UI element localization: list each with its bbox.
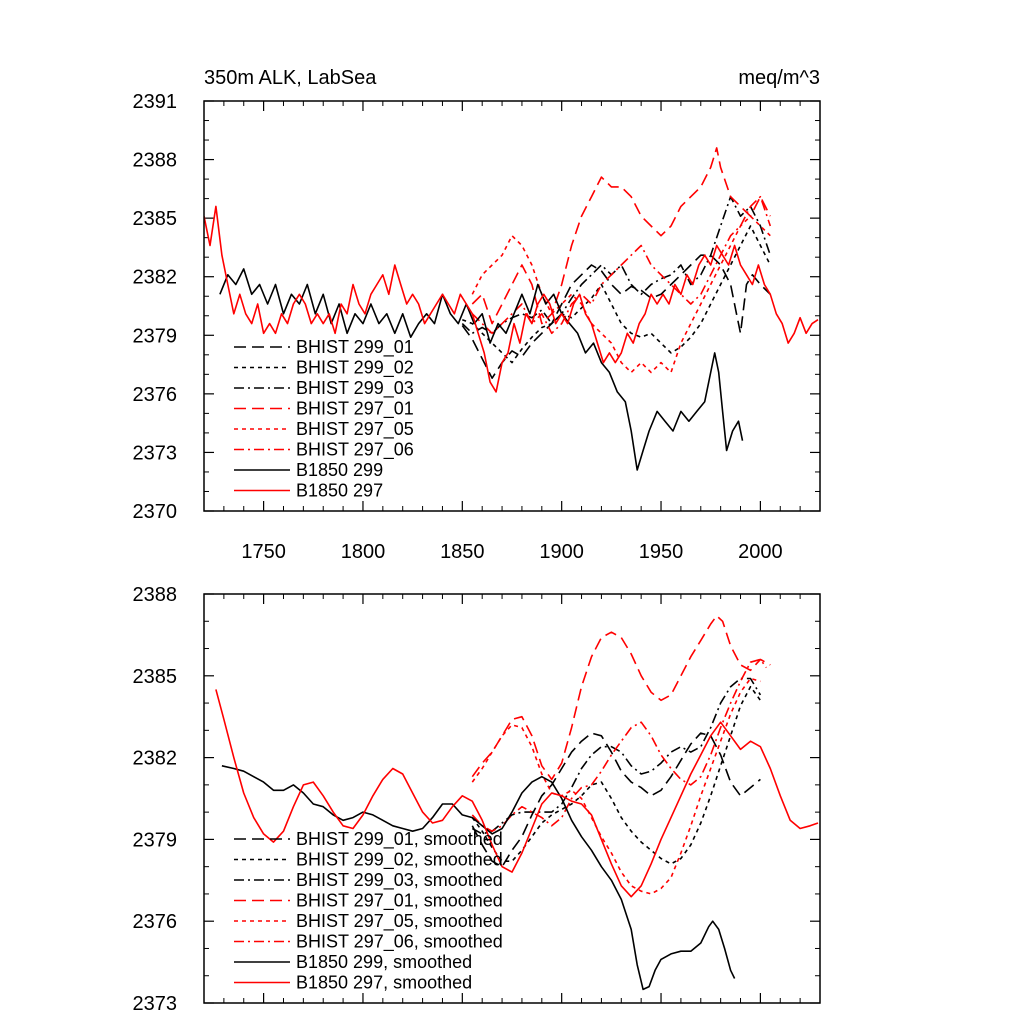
- legend-label: BHIST 297_05, smoothed: [296, 911, 503, 932]
- x-tick-label: 1950: [639, 541, 684, 563]
- legend-label: BHIST 297_06, smoothed: [296, 932, 503, 953]
- series-line-bhist-299-01-smoothed: [471, 732, 761, 868]
- series-line-bhist-299-02: [462, 225, 772, 364]
- plot-frame: [203, 593, 821, 1004]
- x-tick-label: 1900: [539, 541, 584, 563]
- units-label: meq/m^3: [738, 67, 820, 89]
- legend-label: BHIST 297_05: [296, 419, 414, 440]
- y-tick-label: 2379: [133, 325, 178, 347]
- series-line-bhist-299-03-smoothed: [471, 677, 762, 835]
- series-line-bhist-299-01: [461, 254, 771, 380]
- legend-label: BHIST 297_01, smoothed: [296, 891, 503, 912]
- y-tick-label: 2385: [133, 208, 178, 230]
- chart-title: 350m ALK, LabSea: [204, 67, 377, 89]
- legend-label: BHIST 299_01: [296, 337, 414, 358]
- y-tick-label: 2379: [133, 829, 178, 851]
- series-line-bhist-299-03: [461, 195, 772, 335]
- series-line-b1850-297-smoothed: [215, 689, 819, 898]
- plot-frame: [203, 100, 821, 512]
- y-tick-label: 2373: [133, 993, 178, 1015]
- y-tick-label: 2376: [133, 911, 178, 933]
- series-line-b1850-299-smoothed: [221, 765, 736, 991]
- x-tick-label: 1850: [440, 541, 485, 563]
- series-line-bhist-297-06: [471, 195, 772, 335]
- legend-label: B1850 297: [296, 481, 383, 501]
- legend-label: B1850 299: [296, 460, 383, 480]
- y-tick-label: 2388: [133, 584, 178, 606]
- chart-panel-top: 350m ALK, LabSea meq/m^3 237023732376237…: [133, 67, 821, 563]
- legend-label: BHIST 299_03: [296, 378, 414, 399]
- legend-label: B1850 299, smoothed: [296, 952, 472, 972]
- chart-panel-bottom: 2373 2376 2379 2382 2385 2388 BHIST 299_01, s…: [133, 584, 821, 1015]
- legend-label: BHIST 299_03, smoothed: [296, 870, 503, 891]
- legend-label: BHIST 297_01: [296, 399, 414, 420]
- y-tick-label: 2382: [133, 267, 178, 289]
- legend-label: BHIST 299_02, smoothed: [296, 850, 503, 871]
- x-tick-labels: 1750 1800 1850 1900 1950 2000: [241, 541, 782, 563]
- series-lines: [215, 614, 819, 991]
- y-tick-labels: 2370 2373 2376 2379 2382 2385 2388 2391: [133, 91, 178, 523]
- series-line-bhist-297-05: [471, 215, 771, 374]
- y-tick-label: 2382: [133, 748, 178, 770]
- x-tick-label: 1750: [241, 541, 286, 563]
- y-tick-label: 2373: [133, 442, 178, 464]
- x-tick-label: 2000: [738, 541, 783, 563]
- x-tick-label: 1800: [341, 541, 386, 563]
- y-tick-label: 2388: [133, 150, 178, 172]
- legend-label: BHIST 299_01, smoothed: [296, 829, 503, 850]
- series-line-bhist-297-01: [471, 147, 772, 325]
- series-line-bhist-297-06-smoothed: [471, 658, 767, 833]
- series-line-bhist-297-05-smoothed: [471, 677, 761, 895]
- y-tick-label: 2391: [133, 91, 178, 113]
- legend-label: BHIST 297_06: [296, 440, 414, 461]
- series-lines: [204, 147, 819, 471]
- y-tick-label: 2385: [133, 666, 178, 688]
- series-line-bhist-299-02-smoothed: [471, 685, 762, 865]
- legend-label: B1850 297, smoothed: [296, 973, 472, 993]
- series-line-b1850-297: [204, 205, 819, 393]
- y-tick-labels: 2373 2376 2379 2382 2385 2388: [133, 584, 178, 1015]
- y-tick-label: 2370: [133, 501, 178, 523]
- y-tick-label: 2376: [133, 384, 178, 406]
- legend-label: BHIST 299_02: [296, 358, 414, 379]
- series-line-b1850-299: [219, 268, 744, 471]
- series-line-bhist-297-01-smoothed: [471, 614, 771, 781]
